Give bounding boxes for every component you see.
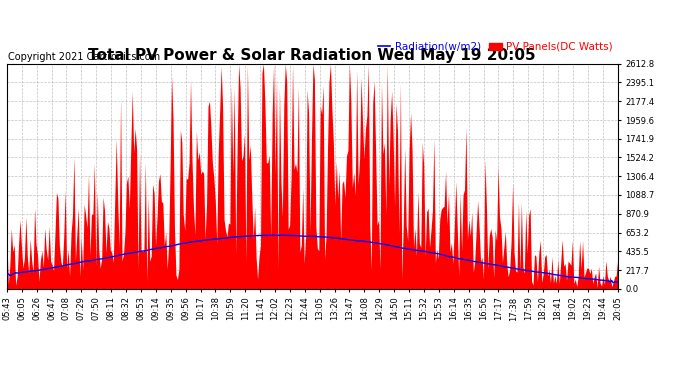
Text: Copyright 2021 Cartronics.com: Copyright 2021 Cartronics.com [8,51,160,62]
Title: Total PV Power & Solar Radiation Wed May 19 20:05: Total PV Power & Solar Radiation Wed May… [88,48,536,63]
Legend: Radiation(w/m2), PV Panels(DC Watts): Radiation(w/m2), PV Panels(DC Watts) [378,42,612,52]
